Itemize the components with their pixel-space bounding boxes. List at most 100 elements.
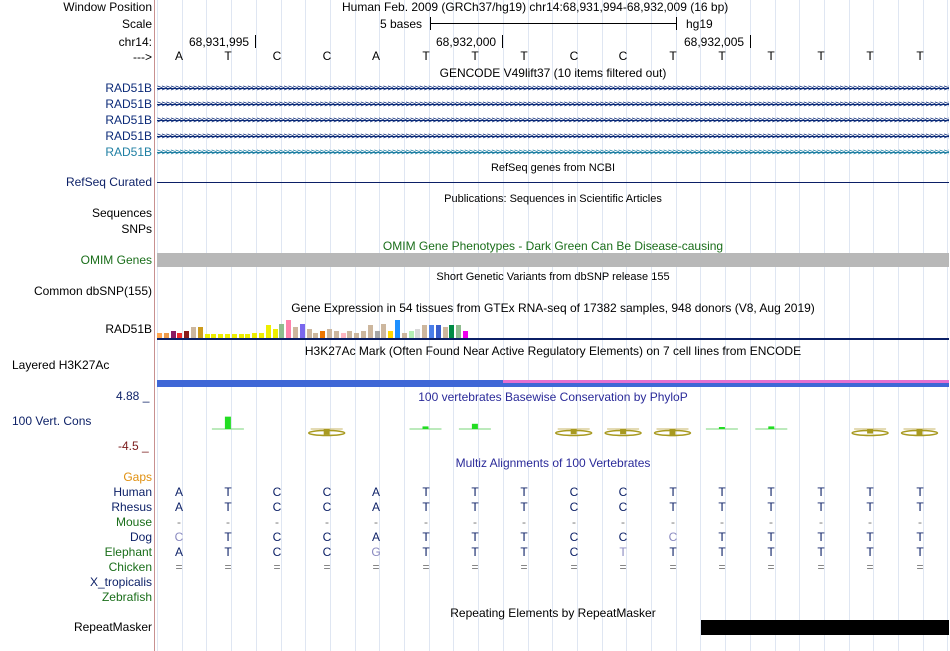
gencode-transcript-line[interactable]	[157, 120, 949, 121]
species-label[interactable]: Dog	[129, 530, 152, 544]
species-label[interactable]: Rhesus	[111, 500, 152, 514]
gtex-tissue-bar[interactable]	[347, 331, 352, 338]
gtex-tissue-bar[interactable]	[320, 331, 325, 338]
multiz-track-title[interactable]: Multiz Alignments of 100 Vertebrates	[455, 456, 651, 470]
species-label[interactable]: Zebrafish	[101, 590, 152, 604]
phylop-score-bar[interactable]	[768, 426, 775, 429]
gtex-tissue-bar[interactable]	[225, 334, 230, 338]
refseq-curated-label[interactable]: RefSeq Curated	[65, 175, 152, 189]
snps-label[interactable]: SNPs	[121, 222, 152, 236]
gtex-tissue-bar[interactable]	[293, 327, 298, 338]
gtex-tissue-bar[interactable]	[463, 331, 468, 338]
omim-gene-bar[interactable]	[157, 253, 949, 267]
omim-track-title[interactable]: OMIM Gene Phenotypes - Dark Green Can Be…	[382, 239, 724, 253]
species-label[interactable]: Elephant	[104, 545, 152, 559]
gencode-transcript-label[interactable]: RAD51B	[105, 145, 152, 159]
phylop-plot[interactable]	[157, 404, 949, 452]
gencode-transcript-line[interactable]	[157, 152, 949, 153]
gtex-tissue-bar[interactable]	[259, 333, 264, 338]
phylop-score-bar[interactable]	[323, 429, 330, 435]
gtex-tissue-bar[interactable]	[177, 333, 182, 338]
gtex-tissue-bar[interactable]	[449, 325, 454, 338]
gtex-tissue-bar[interactable]	[429, 325, 434, 338]
gtex-tissue-bar[interactable]	[334, 331, 339, 338]
gtex-tissue-bar[interactable]	[279, 324, 284, 338]
gtex-tissue-bar[interactable]	[443, 327, 448, 338]
gtex-tissue-bar[interactable]	[245, 334, 250, 338]
phylop-score-bar[interactable]	[867, 429, 874, 434]
phylop-label[interactable]: 100 Vert. Cons	[12, 414, 92, 428]
gtex-bar-chart[interactable]	[157, 318, 949, 338]
repeat-element-block[interactable]	[701, 620, 949, 635]
gencode-transcript-line[interactable]	[157, 88, 949, 89]
gtex-tissue-bar[interactable]	[307, 329, 312, 338]
gencode-transcript-label[interactable]: RAD51B	[105, 81, 152, 95]
species-label[interactable]: Chicken	[108, 560, 152, 574]
gtex-tissue-bar[interactable]	[205, 334, 210, 338]
gtex-tissue-bar[interactable]	[218, 334, 223, 338]
gtex-tissue-bar[interactable]	[375, 331, 380, 338]
gencode-transcript-label[interactable]: RAD51B	[105, 97, 152, 111]
gtex-tissue-bar[interactable]	[252, 333, 257, 338]
refseq-gene-line[interactable]	[157, 182, 949, 183]
gencode-transcript-line[interactable]	[157, 104, 949, 105]
gtex-tissue-bar[interactable]	[381, 324, 386, 338]
gtex-tissue-bar[interactable]	[415, 329, 420, 338]
h3k27ac-label[interactable]: Layered H3K27Ac	[12, 358, 110, 372]
phylop-score-bar[interactable]	[471, 423, 478, 429]
gtex-tissue-bar[interactable]	[171, 331, 176, 338]
species-label[interactable]: X_tropicalis	[89, 575, 152, 589]
gtex-gene-label[interactable]: RAD51B	[105, 322, 152, 336]
phylop-score-bar[interactable]	[916, 429, 923, 436]
gtex-tissue-bar[interactable]	[422, 325, 427, 338]
gencode-transcript-label[interactable]: RAD51B	[105, 113, 152, 127]
gtex-tissue-bar[interactable]	[300, 324, 305, 338]
gtex-tissue-bar[interactable]	[157, 333, 162, 338]
gtex-tissue-bar[interactable]	[286, 320, 291, 338]
h3k27ac-signal-peak[interactable]	[503, 380, 949, 383]
species-label[interactable]: Human	[113, 485, 152, 499]
gtex-tissue-bar[interactable]	[436, 325, 441, 338]
publications-track-title[interactable]: Publications: Sequences in Scientific Ar…	[444, 193, 662, 205]
h3k27ac-signal[interactable]	[503, 380, 949, 387]
h3k27ac-signal[interactable]	[157, 380, 503, 387]
gtex-tissue-bar[interactable]	[341, 333, 346, 338]
gtex-tissue-bar[interactable]	[409, 331, 414, 338]
gtex-tissue-bar[interactable]	[395, 320, 400, 338]
gtex-tissue-bar[interactable]	[239, 334, 244, 338]
gtex-tissue-bar[interactable]	[191, 327, 196, 338]
phylop-score-bar[interactable]	[570, 429, 577, 435]
gtex-tissue-bar[interactable]	[361, 331, 366, 338]
repeatmasker-track-title[interactable]: Repeating Elements by RepeatMasker	[450, 606, 656, 620]
sequences-label[interactable]: Sequences	[91, 206, 152, 220]
phylop-score-bar[interactable]	[718, 427, 725, 429]
gtex-tissue-bar[interactable]	[184, 331, 189, 338]
gtex-tissue-bar[interactable]	[164, 333, 169, 338]
gencode-transcript-line[interactable]	[157, 136, 949, 137]
gtex-tissue-bar[interactable]	[354, 333, 359, 338]
gencode-track-title[interactable]: GENCODE V49lift37 (10 items filtered out…	[439, 66, 667, 80]
gtex-tissue-bar[interactable]	[402, 333, 407, 338]
common-dbsnp-label[interactable]: Common dbSNP(155)	[33, 284, 152, 298]
gtex-tissue-bar[interactable]	[327, 329, 332, 338]
gencode-transcript-label[interactable]: RAD51B	[105, 129, 152, 143]
repeatmasker-label[interactable]: RepeatMasker	[73, 620, 152, 634]
phylop-score-bar[interactable]	[422, 426, 429, 429]
omim-genes-label[interactable]: OMIM Genes	[80, 253, 152, 267]
h3k27ac-track-title[interactable]: H3K27Ac Mark (Often Found Near Active Re…	[304, 344, 802, 358]
gtex-tissue-bar[interactable]	[266, 325, 271, 338]
dbsnp-track-title[interactable]: Short Genetic Variants from dbSNP releas…	[436, 271, 670, 283]
phylop-score-bar[interactable]	[620, 429, 627, 435]
phylop-score-bar[interactable]	[669, 429, 676, 437]
gtex-tissue-bar[interactable]	[313, 333, 318, 338]
gtex-track-title[interactable]: Gene Expression in 54 tissues from GTEx …	[291, 301, 815, 315]
gtex-tissue-bar[interactable]	[211, 334, 216, 338]
gtex-tissue-bar[interactable]	[198, 327, 203, 338]
gtex-tissue-bar[interactable]	[232, 334, 237, 338]
gtex-tissue-bar[interactable]	[368, 325, 373, 338]
phylop-track-title[interactable]: 100 vertebrates Basewise Conservation by…	[418, 390, 688, 404]
gtex-tissue-bar[interactable]	[273, 329, 278, 338]
gtex-tissue-bar[interactable]	[388, 331, 393, 338]
phylop-score-bar[interactable]	[224, 416, 231, 429]
gtex-tissue-bar[interactable]	[456, 325, 461, 338]
